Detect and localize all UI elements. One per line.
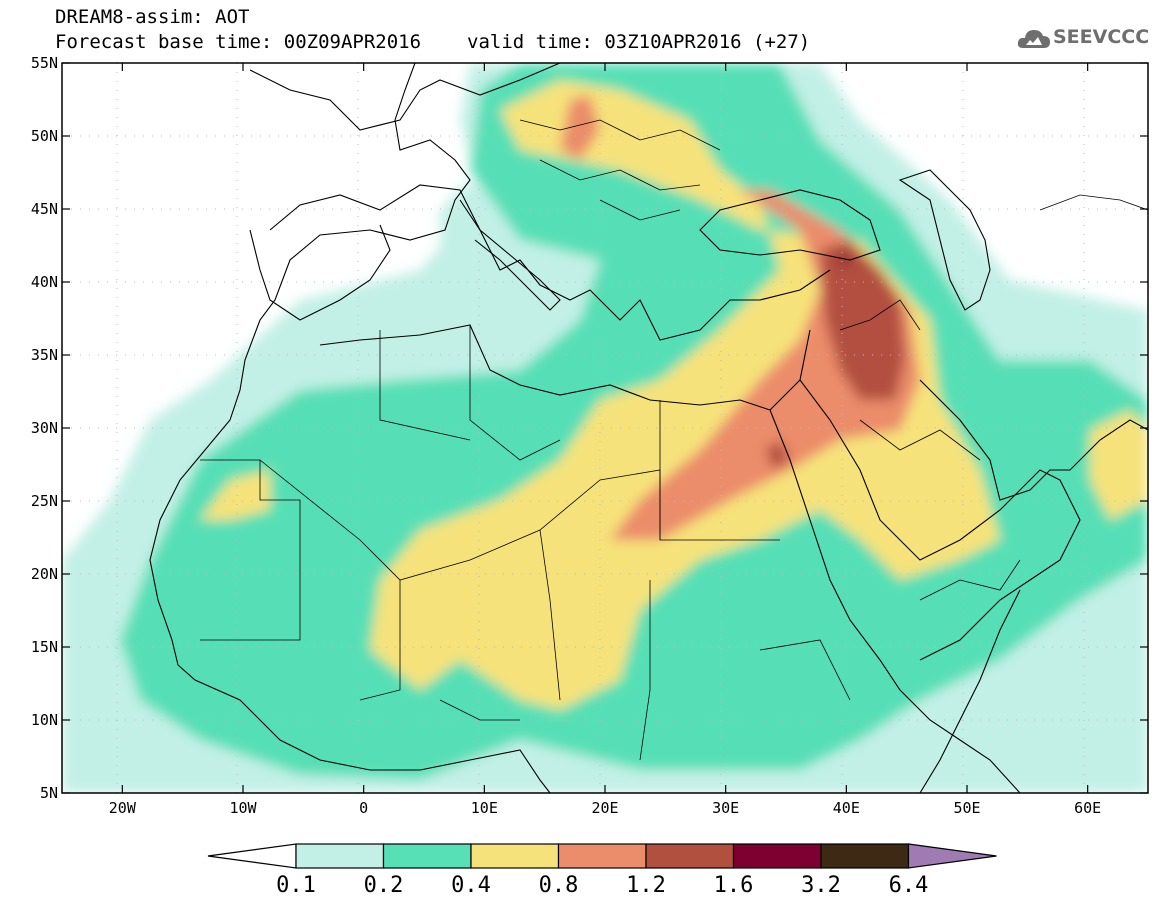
- lon-tick-label: 0: [359, 799, 368, 817]
- lon-tick-label: 20W: [109, 799, 137, 817]
- colorbar-segment: [295, 843, 385, 869]
- map-title: DREAM8-assim: AOT: [55, 6, 250, 28]
- colorbar-segment: [645, 843, 735, 869]
- coast-iberia: [249, 224, 391, 321]
- lon-tick-label: 50E: [953, 799, 980, 817]
- coast-caspian: [898, 169, 991, 311]
- aot-band-1-2: [820, 240, 905, 400]
- graticule: [62, 63, 1148, 793]
- coast-mediterranean-south: [319, 324, 811, 411]
- lon-tick-label: 60E: [1074, 799, 1101, 817]
- cloud-icon: [1017, 30, 1050, 48]
- colorbar-segment: [732, 843, 822, 869]
- lat-tick-label: 20N: [31, 565, 58, 583]
- coast-arabia: [799, 379, 1081, 661]
- colorbar-segment: [557, 843, 647, 869]
- lat-tick-label: 30N: [31, 419, 58, 437]
- lon-tick-label: 20E: [591, 799, 618, 817]
- aot-field: [62, 63, 1148, 793]
- lon-tick-label: 10W: [229, 799, 257, 817]
- coast-red-sea: [769, 409, 1021, 793]
- colorbar-level-label: 1.2: [626, 873, 666, 898]
- colorbar-level-label: 0.2: [364, 873, 404, 898]
- lat-tick-label: 35N: [31, 346, 58, 364]
- colorbar-segment: [470, 843, 560, 869]
- lon-axis: 20W 10W 0 10E 20E 30E 40E 50E 60E: [109, 799, 1101, 817]
- seevccc-logo: SEEVCCC: [1017, 26, 1157, 54]
- colorbar-level-label: 0.4: [451, 873, 491, 898]
- lat-tick-label: 45N: [31, 200, 58, 218]
- aot-band-0-4: [370, 80, 1000, 710]
- aot-band-0-4-west: [200, 470, 270, 520]
- coastlines: [149, 63, 1148, 793]
- lat-tick-label: 55N: [31, 54, 58, 72]
- base-time: Forecast base time: 00Z09APR2016: [55, 31, 422, 53]
- coast-europe-north: [249, 63, 561, 131]
- colorbar-level-label: 3.2: [801, 873, 841, 898]
- colorbar-level-label: 0.1: [276, 873, 316, 898]
- lat-tick-label: 25N: [31, 492, 58, 510]
- lon-tick-label: 30E: [712, 799, 739, 817]
- tick-marks: [62, 62, 1148, 794]
- coast-gulf: [919, 379, 1148, 501]
- colorbar-segment: [382, 843, 472, 869]
- logo-text: SEEVCCC: [1053, 26, 1150, 48]
- time-info: Forecast base time: 00Z09APR2016 valid ti…: [55, 31, 810, 53]
- coast-east-africa: [919, 589, 1021, 793]
- lat-axis: 55N 50N 45N 40N 35N 30N 25N 20N 15N 10N 5N: [31, 54, 58, 802]
- aot-band-1-2-sinai: [765, 440, 790, 470]
- colorbar-level-label: 0.8: [539, 873, 579, 898]
- colorbar-segment: [820, 843, 910, 869]
- aot-band-0-1-patch: [440, 180, 500, 280]
- colorbar-under-triangle: [207, 843, 297, 869]
- lat-tick-label: 5N: [40, 784, 58, 802]
- lon-tick-label: 10E: [471, 799, 498, 817]
- lat-tick-label: 40N: [31, 273, 58, 291]
- lat-tick-label: 15N: [31, 638, 58, 656]
- colorbar-over-triangle: [907, 843, 997, 869]
- aot-band-0-8-europe: [560, 95, 600, 160]
- lon-tick-label: 40E: [833, 799, 860, 817]
- lat-tick-label: 10N: [31, 711, 58, 729]
- coast-africa-west: [149, 63, 551, 793]
- coast-italy: [459, 199, 561, 311]
- colorbar: 0.1 0.2 0.4 0.8 1.2 1.6 3.2 6.4: [207, 843, 997, 898]
- map-frame: [62, 63, 1148, 793]
- colorbar-level-label: 6.4: [889, 873, 929, 898]
- country-borders: [200, 119, 1148, 761]
- coast-black-sea: [699, 189, 881, 261]
- coast-europe-south: [269, 184, 831, 341]
- valid-time: valid time: 03Z10APR2016 (+27): [467, 31, 811, 53]
- colorbar-level-label: 1.6: [714, 873, 754, 898]
- lat-tick-label: 50N: [31, 127, 58, 145]
